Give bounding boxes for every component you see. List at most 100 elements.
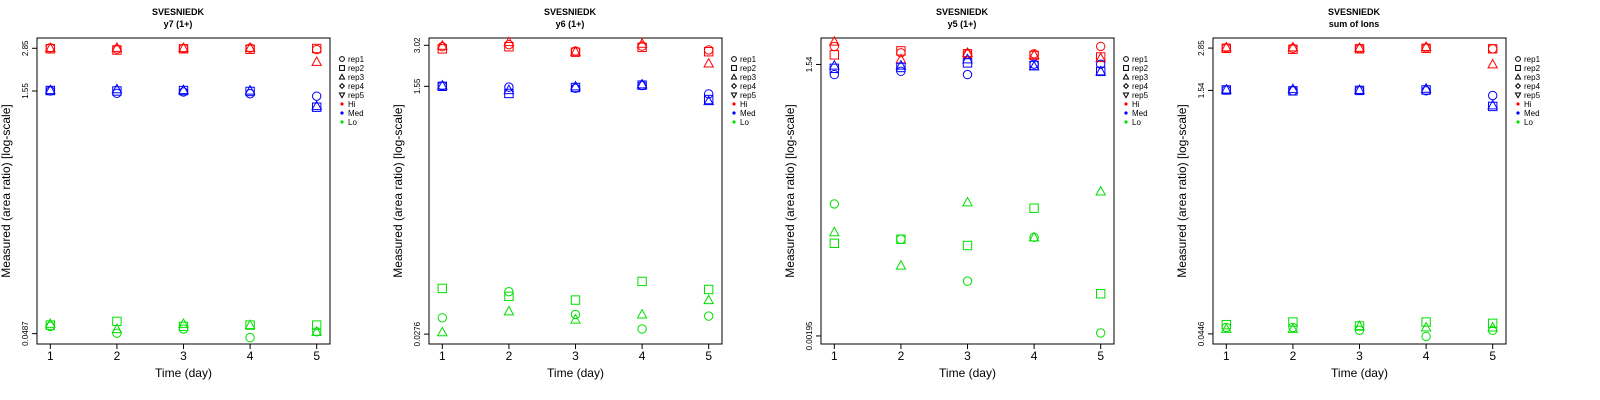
x-axis-label: Time (day) xyxy=(1331,366,1388,380)
point-med-rep3 xyxy=(636,78,648,89)
point-med-rep1 xyxy=(1487,90,1498,101)
point-med-rep3 xyxy=(44,84,56,95)
point-hi-rep2 xyxy=(829,50,840,60)
legend-symbol-rep5 xyxy=(1122,92,1130,99)
point-hi-rep3 xyxy=(503,36,515,47)
point-lo-rep3 xyxy=(311,325,323,336)
legend-label-rep2: rep2 xyxy=(1524,64,1541,73)
point-med-rep3 xyxy=(895,59,907,70)
point-hi-rep2 xyxy=(504,42,514,52)
point-hi-rep2 xyxy=(1487,44,1498,54)
point-hi-rep2 xyxy=(1354,44,1365,54)
point-lo-rep1 xyxy=(245,332,255,343)
chart-title: SVESNIEDK xyxy=(1328,7,1381,17)
point-lo-rep2 xyxy=(962,240,973,251)
point-med-rep2 xyxy=(178,85,189,96)
point-med-rep3 xyxy=(570,80,581,91)
x-tick-label: 3 xyxy=(964,349,971,363)
point-lo-rep1 xyxy=(1421,331,1431,342)
point-med-rep2 xyxy=(1221,85,1232,95)
x-tick-label: 3 xyxy=(1356,349,1363,363)
point-lo-rep2 xyxy=(311,320,322,330)
point-med-rep2 xyxy=(1354,85,1365,96)
legend-label-hi: Hi xyxy=(740,100,748,109)
x-tick-label: 1 xyxy=(439,349,446,363)
point-med-rep1 xyxy=(504,82,514,92)
y-axis-label: Measured (area ratio) [log-scale] xyxy=(783,104,797,277)
legend-symbol-rep5 xyxy=(338,92,346,99)
point-hi-rep2 xyxy=(1421,43,1431,54)
point-lo-rep1 xyxy=(570,309,581,320)
point-hi-rep2 xyxy=(1221,43,1232,54)
x-tick-label: 5 xyxy=(1097,349,1104,363)
point-lo-rep3 xyxy=(703,294,715,305)
point-lo-rep2 xyxy=(1221,319,1232,330)
point-med-rep1 xyxy=(829,69,840,80)
legend-dot-med xyxy=(732,111,736,115)
point-hi-rep1 xyxy=(703,45,714,55)
legend-label-rep2: rep2 xyxy=(348,64,365,73)
x-axis-label: Time (day) xyxy=(155,366,212,380)
y-tick-label: 2.85 xyxy=(21,40,30,56)
legend-symbol-rep1 xyxy=(1515,56,1521,62)
point-hi-rep2 xyxy=(45,44,56,54)
point-med-rep1 xyxy=(962,69,973,80)
legend-symbol-rep1 xyxy=(731,56,737,62)
legend-label-rep5: rep5 xyxy=(1132,91,1149,100)
chart-subtitle: y6 (1+) xyxy=(556,19,585,29)
y-tick-label: 0.0276 xyxy=(413,321,422,346)
point-hi-rep3 xyxy=(1028,48,1040,59)
x-tick-label: 1 xyxy=(1223,349,1230,363)
point-lo-rep1 xyxy=(637,324,647,334)
legend-dot-med xyxy=(1516,111,1520,115)
point-hi-rep2 xyxy=(245,44,255,54)
legend-label-lo: Lo xyxy=(1524,118,1533,127)
point-lo-rep2 xyxy=(570,295,581,305)
point-med-rep3 xyxy=(244,84,256,95)
x-tick-label: 5 xyxy=(313,349,320,363)
x-tick-label: 1 xyxy=(831,349,838,363)
point-med-rep2 xyxy=(1421,85,1431,95)
x-tick-label: 2 xyxy=(898,349,905,363)
point-med-rep3 xyxy=(178,84,189,95)
point-lo-rep3 xyxy=(1487,321,1499,332)
chart-subtitle: y5 (1+) xyxy=(948,19,977,29)
legend-label-rep4: rep4 xyxy=(348,82,365,91)
point-hi-rep3 xyxy=(436,39,448,50)
legend-label-rep4: rep4 xyxy=(740,82,757,91)
point-med-rep3 xyxy=(1487,99,1499,110)
point-hi-rep2 xyxy=(311,43,322,54)
point-lo-rep2 xyxy=(504,291,514,302)
point-med-rep1 xyxy=(1288,86,1298,96)
point-lo-rep1 xyxy=(178,324,189,334)
point-lo-rep3 xyxy=(244,319,256,330)
point-lo-rep3 xyxy=(1420,321,1432,332)
chart-title: SVESNIEDK xyxy=(936,7,989,17)
legend-symbol-rep5 xyxy=(1514,92,1522,99)
legend-label-lo: Lo xyxy=(348,118,357,127)
legend-symbol-rep4 xyxy=(338,82,346,90)
y-axis-label: Measured (area ratio) [log-scale] xyxy=(391,104,405,277)
y-tick-label: 1.55 xyxy=(21,83,30,99)
point-hi-rep1 xyxy=(829,41,840,52)
legend-symbol-rep5 xyxy=(730,92,738,99)
point-med-rep2 xyxy=(245,86,255,97)
legend-symbol-rep2 xyxy=(1515,65,1521,71)
point-med-rep3 xyxy=(703,95,715,106)
point-hi-rep3 xyxy=(244,41,256,52)
point-med-rep3 xyxy=(436,79,448,90)
point-hi-rep3 xyxy=(828,35,840,46)
point-lo-rep3 xyxy=(1028,231,1040,242)
legend-dot-med xyxy=(1124,111,1128,115)
point-med-rep2 xyxy=(570,82,581,93)
x-axis-label: Time (day) xyxy=(939,366,996,380)
legend-dot-hi xyxy=(1124,102,1128,106)
x-tick-label: 3 xyxy=(180,349,187,363)
point-hi-rep3 xyxy=(1287,41,1299,52)
legend-label-med: Med xyxy=(1524,109,1540,118)
legend-dot-hi xyxy=(732,102,736,106)
plot-frame xyxy=(1212,37,1507,345)
point-med-rep2 xyxy=(637,80,647,90)
point-hi-rep3 xyxy=(111,41,123,52)
